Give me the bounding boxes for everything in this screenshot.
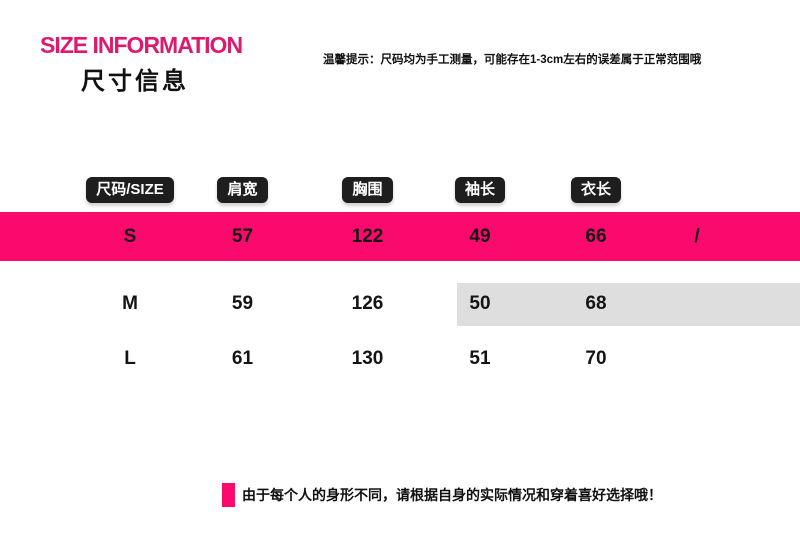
cell-sleeve: 51: [469, 347, 491, 369]
measurement-tip-text: 温馨提示：尺码均为手工测量，可能存在1-3cm左右的误差属于正常范围哦: [323, 54, 702, 66]
table-row-l: L 61 130 51 70: [70, 336, 722, 381]
cell-size: M: [122, 292, 138, 314]
cell-bust: 130: [351, 347, 384, 369]
cell-bust: 126: [351, 292, 384, 314]
table-row-s: S 57 122 49 66 /: [70, 212, 722, 261]
column-header-size: 尺码/SIZE: [86, 177, 174, 203]
row-m-stripe-band: [457, 283, 800, 326]
footer-note-text: 由于每个人的身形不同，请根据自身的实际情况和穿着喜好选择哦！: [242, 487, 662, 503]
cell-length: 70: [585, 347, 607, 369]
cell-length: 68: [585, 292, 607, 314]
column-header-length: 衣长: [570, 177, 621, 203]
table-header-row: 尺码/SIZE 肩宽 胸围 袖长 衣长: [70, 177, 722, 203]
brand-header: SIZE INFORMATION 尺寸信息: [40, 32, 243, 96]
cell-size: S: [123, 225, 137, 247]
column-header-shoulder: 肩宽: [217, 177, 268, 203]
table-row-m: M 59 126 50 68: [70, 281, 722, 326]
column-header-sleeve: 袖长: [454, 177, 505, 203]
cell-shoulder: 59: [231, 292, 254, 314]
magenta-marker-bar: [222, 483, 235, 507]
footer-note: 由于每个人的身形不同，请根据自身的实际情况和穿着喜好选择哦！: [222, 483, 662, 507]
cell-note: /: [694, 225, 700, 247]
page-title-en: SIZE INFORMATION: [40, 32, 243, 58]
cell-sleeve: 50: [469, 292, 491, 314]
cell-bust: 122: [351, 225, 384, 247]
row-s-highlight-band: [0, 212, 800, 261]
cell-length: 66: [585, 225, 607, 247]
page-title-zh: 尺寸信息: [81, 68, 189, 95]
cell-size: L: [124, 347, 136, 369]
column-header-bust: 胸围: [342, 177, 393, 203]
cell-sleeve: 49: [469, 225, 491, 247]
cell-shoulder: 61: [231, 347, 254, 369]
cell-shoulder: 57: [231, 225, 254, 247]
